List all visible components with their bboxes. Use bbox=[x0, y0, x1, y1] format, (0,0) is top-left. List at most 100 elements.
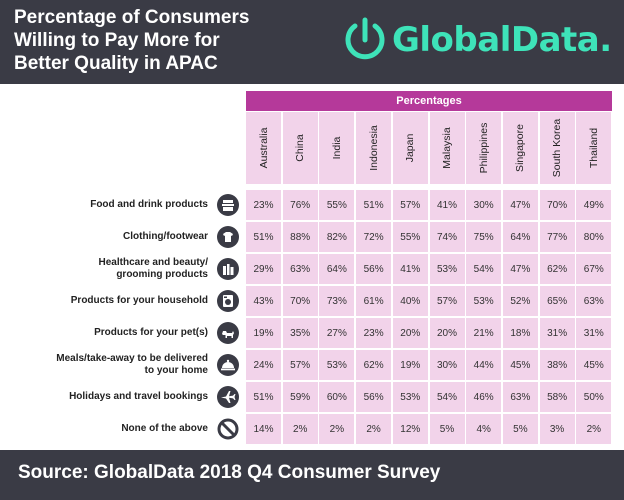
column-header-japan: Japan bbox=[392, 112, 428, 184]
table-cell: 74% bbox=[429, 222, 465, 252]
table-cell: 20% bbox=[392, 318, 428, 348]
table-cell: 77% bbox=[539, 222, 575, 252]
logo-wordmark: GlobalData. bbox=[392, 20, 612, 60]
table-cell: 62% bbox=[539, 254, 575, 284]
title-line: Percentage of Consumers bbox=[14, 7, 250, 28]
table-cell: 50% bbox=[576, 382, 612, 412]
table-cell: 63% bbox=[502, 382, 538, 412]
column-header-philippines: Philippines bbox=[466, 112, 502, 184]
table-cell: 44% bbox=[466, 350, 502, 380]
row-label-line: grooming products bbox=[116, 269, 208, 280]
table-cell: 67% bbox=[576, 254, 612, 284]
table-cell: 23% bbox=[356, 318, 392, 348]
table-cell: 19% bbox=[392, 350, 428, 380]
table-cell: 2% bbox=[319, 414, 355, 444]
table-cell: 65% bbox=[539, 286, 575, 316]
table-cell: 20% bbox=[429, 318, 465, 348]
row-label-line: Meals/take-away to be delivered bbox=[56, 353, 208, 364]
row-label-line: Products for your household bbox=[70, 295, 208, 306]
row-label-line: Healthcare and beauty/ bbox=[98, 257, 208, 268]
table-cell: 73% bbox=[319, 286, 355, 316]
table-cell: 46% bbox=[466, 382, 502, 412]
row-label: Products for your pet(s) bbox=[14, 318, 208, 348]
table-cell: 70% bbox=[282, 286, 318, 316]
table-cell: 51% bbox=[356, 190, 392, 220]
table-cell: 23% bbox=[246, 190, 281, 220]
table-cell: 30% bbox=[466, 190, 502, 220]
table-cell: 53% bbox=[319, 350, 355, 380]
column-header-label: Singapore bbox=[514, 124, 527, 172]
row-label-line: None of the above bbox=[121, 423, 208, 434]
table-cell: 64% bbox=[319, 254, 355, 284]
table-cell: 54% bbox=[466, 254, 502, 284]
column-header-label: India bbox=[330, 136, 343, 160]
table-cell: 63% bbox=[576, 286, 612, 316]
tshirt-icon bbox=[217, 226, 239, 248]
table-cell: 45% bbox=[576, 350, 612, 380]
table-cell: 41% bbox=[392, 254, 428, 284]
table-cell: 2% bbox=[282, 414, 318, 444]
washing-machine-icon bbox=[217, 290, 239, 312]
table-cell: 18% bbox=[502, 318, 538, 348]
grooming-products-icon bbox=[217, 258, 239, 280]
table-cell: 52% bbox=[502, 286, 538, 316]
table-cell: 3% bbox=[539, 414, 575, 444]
table-cell: 4% bbox=[466, 414, 502, 444]
table-cell: 88% bbox=[282, 222, 318, 252]
table-cell: 75% bbox=[466, 222, 502, 252]
table-cell: 38% bbox=[539, 350, 575, 380]
table-cell: 5% bbox=[429, 414, 465, 444]
table-cell: 76% bbox=[282, 190, 318, 220]
table-cell: 47% bbox=[502, 190, 538, 220]
source-note: Source: GlobalData 2018 Q4 Consumer Surv… bbox=[18, 462, 441, 483]
table-cell: 14% bbox=[246, 414, 281, 444]
row-label: Healthcare and beauty/grooming products bbox=[14, 254, 208, 284]
column-header-india: India bbox=[319, 112, 355, 184]
percentages-label: Percentages bbox=[396, 95, 462, 107]
column-header-label: Australia bbox=[257, 127, 270, 169]
table-cell: 58% bbox=[539, 382, 575, 412]
row-label-line: to your home bbox=[144, 365, 208, 376]
table-cell: 12% bbox=[392, 414, 428, 444]
table-cell: 55% bbox=[319, 190, 355, 220]
table-cell: 45% bbox=[502, 350, 538, 380]
table-cell: 61% bbox=[356, 286, 392, 316]
table-cell: 63% bbox=[282, 254, 318, 284]
column-header-label: Malaysia bbox=[441, 127, 453, 169]
column-header-singapore: Singapore bbox=[502, 112, 538, 184]
row-label: Clothing/footwear bbox=[14, 222, 208, 252]
table-cell: 43% bbox=[246, 286, 281, 316]
table-cell: 70% bbox=[539, 190, 575, 220]
food-tray-icon bbox=[217, 194, 239, 216]
footer-bar: Source: GlobalData 2018 Q4 Consumer Surv… bbox=[0, 450, 624, 500]
table-cell: 35% bbox=[282, 318, 318, 348]
row-label: Food and drink products bbox=[14, 190, 208, 220]
table-cell: 30% bbox=[429, 350, 465, 380]
row-label-line: Food and drink products bbox=[90, 199, 208, 210]
column-header-indonesia: Indonesia bbox=[356, 112, 392, 184]
table-cell: 2% bbox=[576, 414, 612, 444]
row-label: Meals/take-away to be delivered to your h… bbox=[14, 350, 208, 380]
table-cell: 41% bbox=[429, 190, 465, 220]
column-header-label: China bbox=[294, 134, 307, 162]
dog-icon bbox=[217, 322, 239, 344]
title-line: Willing to Pay More for bbox=[14, 30, 220, 51]
table-cell: 82% bbox=[319, 222, 355, 252]
table-cell: 53% bbox=[466, 286, 502, 316]
table-cell: 80% bbox=[576, 222, 612, 252]
column-header-china: China bbox=[282, 112, 318, 184]
table-cell: 31% bbox=[576, 318, 612, 348]
table-cell: 53% bbox=[392, 382, 428, 412]
column-header-label: Philippines bbox=[477, 122, 490, 174]
column-header-label: Indonesia bbox=[367, 125, 380, 171]
table-cell: 21% bbox=[466, 318, 502, 348]
table-cell: 72% bbox=[356, 222, 392, 252]
row-label: Products for your household bbox=[14, 286, 208, 316]
row-label-line: Clothing/footwear bbox=[123, 231, 208, 242]
table-cell: 57% bbox=[282, 350, 318, 380]
row-label-line: Holidays and travel bookings bbox=[69, 391, 208, 402]
globaldata-logo-icon bbox=[345, 17, 385, 60]
airplane-icon bbox=[217, 386, 239, 408]
table-cell: 56% bbox=[356, 382, 392, 412]
chart-title: Percentage of Consumers Willing to Pay M… bbox=[14, 6, 314, 75]
